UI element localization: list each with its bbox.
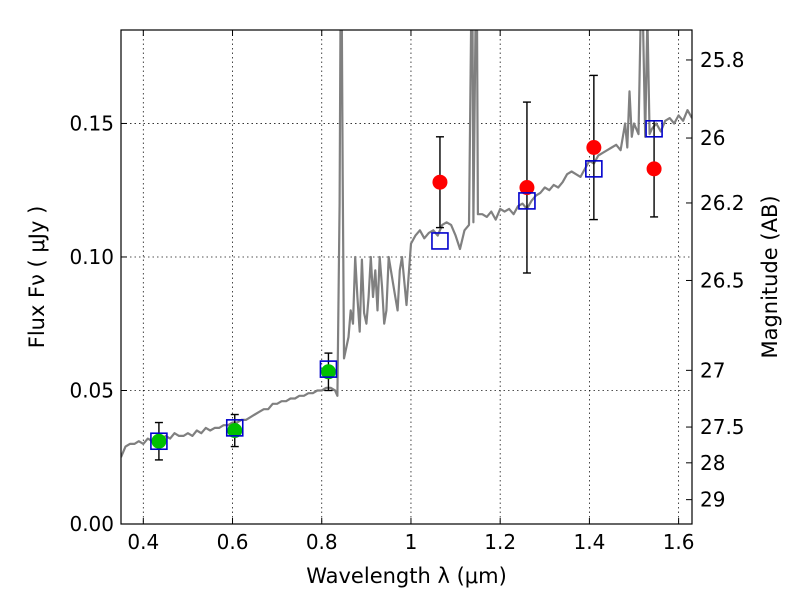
- green-points-series: [151, 364, 336, 449]
- model-square: [225, 419, 244, 437]
- green-point: [227, 423, 243, 439]
- model-square: [518, 192, 536, 210]
- magnitude-tick-label: 26.5: [700, 268, 745, 292]
- red-points-series: [432, 139, 662, 196]
- red-point: [586, 139, 602, 155]
- x-tick-label: 1.6: [663, 530, 695, 554]
- spectrum-series: [121, 30, 692, 458]
- gridlines: [121, 30, 692, 524]
- green-point: [320, 364, 336, 380]
- y-axis-ticks: 0.00 0.05 0.10 0.15: [69, 111, 127, 536]
- error-bars: [154, 74, 659, 461]
- model-square: [431, 232, 449, 250]
- model-square: [150, 432, 168, 451]
- magnitude-tick-label: 28: [700, 451, 725, 475]
- magnitude-tick-label: 26.2: [700, 191, 745, 215]
- x-tick-label: 0.6: [217, 530, 249, 554]
- x-axis-label: Wavelength λ (μm): [306, 564, 507, 588]
- model-square: [585, 160, 603, 178]
- y-tick-label: 0.00: [69, 512, 114, 536]
- plot-frame: [120, 29, 693, 525]
- magnitude-tick-label: 25.8: [700, 48, 745, 72]
- green-point: [151, 433, 167, 449]
- magnitude-axis-label: Magnitude (AB): [758, 195, 782, 358]
- red-point: [646, 161, 662, 177]
- model-square: [645, 120, 663, 138]
- y-axis-label: Flux Fν ( μJy ): [25, 206, 49, 349]
- x-tick-label: 1.2: [484, 530, 516, 554]
- y-tick-label: 0.05: [69, 378, 114, 402]
- magnitude-tick-label: 27: [700, 358, 725, 382]
- model-square: [319, 360, 338, 378]
- x-tick-label: 1.4: [573, 530, 605, 554]
- model-squares-series: [150, 120, 663, 451]
- magnitude-tick-label: 27.5: [700, 415, 745, 439]
- magnitude-tick-label: 26: [700, 126, 725, 150]
- x-axis-ticks: 0.4 0.6 0.8 1 1.2 1.4 1.6: [127, 30, 695, 554]
- x-tick-label: 0.8: [306, 530, 338, 554]
- x-tick-label: 1: [405, 530, 418, 554]
- magnitude-axis-ticks: 25.8 26 26.2 26.5 27 27.5 28 29: [686, 48, 745, 512]
- y-tick-label: 0.10: [69, 245, 114, 269]
- red-point: [519, 180, 535, 196]
- spectrum-line: [121, 30, 692, 458]
- red-point: [432, 174, 448, 190]
- x-tick-label: 0.4: [127, 530, 159, 554]
- y-tick-label: 0.15: [69, 111, 114, 135]
- magnitude-tick-label: 29: [700, 488, 725, 512]
